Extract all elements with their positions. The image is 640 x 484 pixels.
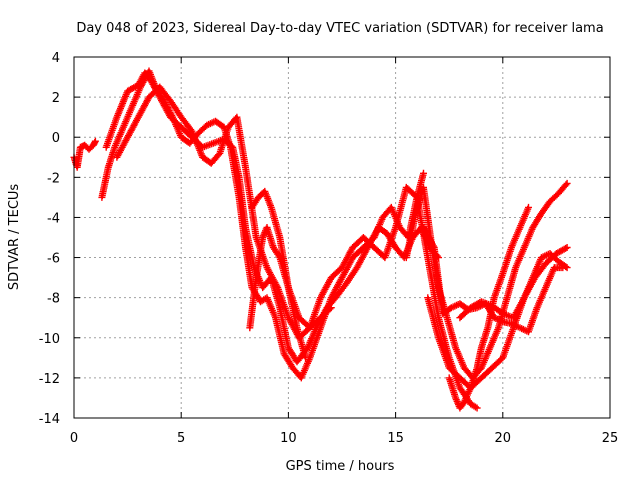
x-tick-label: 20: [495, 431, 512, 446]
series-markers: [456, 250, 571, 322]
series-markers: [248, 187, 310, 362]
x-tick-label: 5: [177, 431, 185, 446]
series-track-11: [456, 250, 571, 322]
y-tick-label: 0: [52, 131, 60, 146]
y-tick-label: -6: [47, 252, 60, 267]
ticks: 0 5 10 15 20 25 -14 -12 -10 -8 -6 -4 -2 0 2 4: [39, 51, 619, 446]
x-tick-label: 0: [70, 431, 78, 446]
chart-title: Day 048 of 2023, Sidereal Day-to-day VTE…: [76, 21, 603, 36]
y-tick-label: -12: [39, 372, 60, 387]
series-markers: [445, 203, 532, 412]
x-tick-label: 25: [602, 431, 619, 446]
y-tick-label: -4: [47, 211, 60, 226]
series-track-10: [445, 203, 532, 412]
x-tick-label: 15: [387, 431, 404, 446]
series-track-1: [70, 137, 99, 171]
y-tick-label: -14: [39, 412, 60, 427]
y-tick-label: -8: [47, 292, 60, 307]
y-tick-label: -2: [47, 171, 60, 186]
plot-frame: [73, 56, 611, 419]
y-tick-label: 2: [52, 91, 60, 106]
series-markers: [70, 137, 99, 171]
series-line: [100, 69, 425, 380]
y-axis-label: SDTVAR / TECUs: [7, 184, 22, 291]
series-layer: [70, 67, 571, 412]
series-markers: [113, 83, 481, 412]
series-track-6: [248, 187, 310, 362]
y-tick-label: -10: [39, 332, 60, 347]
y-tick-label: 4: [52, 51, 60, 66]
series-markers: [102, 69, 442, 366]
x-axis-label: GPS time / hours: [286, 459, 395, 474]
x-tick-label: 10: [280, 431, 297, 446]
